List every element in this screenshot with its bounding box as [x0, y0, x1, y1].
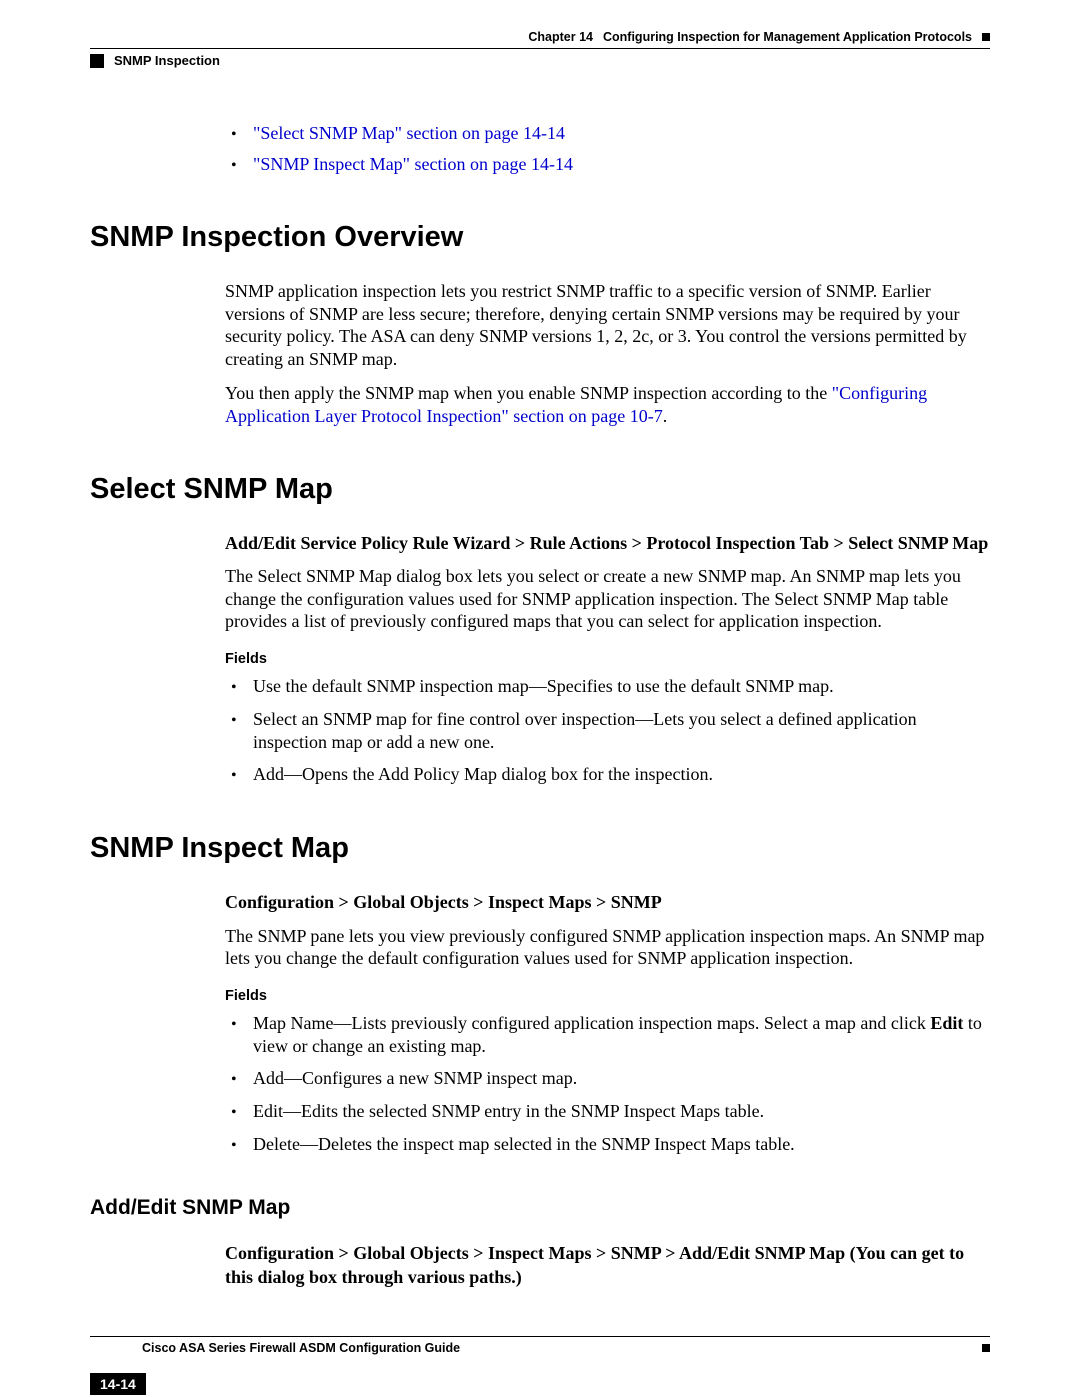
section-marker-icon: [90, 54, 104, 68]
inspect-map-fields-list: Map Name—Lists previously configured app…: [225, 1012, 990, 1157]
overview-p2-post: .: [663, 406, 668, 426]
chapter-title: Configuring Inspection for Management Ap…: [603, 30, 972, 44]
field-item: Map Name—Lists previously configured app…: [253, 1012, 990, 1058]
toc-item: "Select SNMP Map" section on page 14-14: [253, 123, 990, 144]
field-item: Use the default SNMP inspection map—Spec…: [253, 675, 990, 698]
path-select-snmp-map: Add/Edit Service Policy Rule Wizard > Ru…: [225, 532, 990, 555]
footer-rule: [90, 1336, 990, 1337]
path-snmp-inspect-map: Configuration > Global Objects > Inspect…: [225, 891, 990, 914]
field-text: Add—Configures a new SNMP inspect map.: [253, 1068, 577, 1088]
field-bold: Edit: [930, 1013, 963, 1033]
fields-label: Fields: [225, 988, 990, 1004]
field-text: Edit—Edits the selected SNMP entry in th…: [253, 1101, 764, 1121]
field-text: Delete—Deletes the inspect map selected …: [253, 1134, 795, 1154]
field-item: Edit—Edits the selected SNMP entry in th…: [253, 1100, 990, 1123]
overview-paragraph-1: SNMP application inspection lets you res…: [225, 280, 990, 370]
field-text: Map Name—Lists previously configured app…: [253, 1013, 930, 1033]
running-header: Chapter 14 Configuring Inspection for Ma…: [90, 30, 990, 44]
running-section: SNMP Inspection: [90, 53, 990, 68]
footer-guide-title: Cisco ASA Series Firewall ASDM Configura…: [142, 1341, 460, 1355]
toc-link-snmp-inspect-map[interactable]: "SNMP Inspect Map" section on page 14-14: [253, 154, 573, 174]
heading-select-snmp-map: Select SNMP Map: [90, 473, 990, 506]
section-running-title: SNMP Inspection: [114, 53, 220, 68]
toc-link-select-snmp-map[interactable]: "Select SNMP Map" section on page 14-14: [253, 123, 565, 143]
heading-overview: SNMP Inspection Overview: [90, 221, 990, 254]
toc-item: "SNMP Inspect Map" section on page 14-14: [253, 154, 990, 175]
heading-add-edit-snmp-map: Add/Edit SNMP Map: [90, 1196, 990, 1220]
heading-snmp-inspect-map: SNMP Inspect Map: [90, 832, 990, 865]
field-item: Delete—Deletes the inspect map selected …: [253, 1133, 990, 1156]
header-rule: [90, 48, 990, 49]
path-add-edit-snmp-map: Configuration > Global Objects > Inspect…: [225, 1242, 990, 1289]
select-map-paragraph: The Select SNMP Map dialog box lets you …: [225, 565, 990, 633]
footer-marker-icon: [982, 1344, 990, 1352]
toc-block: "Select SNMP Map" section on page 14-14 …: [225, 123, 990, 175]
chapter-number: Chapter 14: [528, 30, 593, 44]
overview-paragraph-2: You then apply the SNMP map when you ena…: [225, 382, 990, 427]
page-footer: Cisco ASA Series Firewall ASDM Configura…: [90, 1336, 990, 1355]
field-item: Add—Configures a new SNMP inspect map.: [253, 1067, 990, 1090]
overview-p2-pre: You then apply the SNMP map when you ena…: [225, 383, 832, 403]
field-item: Select an SNMP map for fine control over…: [253, 708, 990, 754]
header-marker-icon: [982, 33, 990, 41]
fields-label: Fields: [225, 651, 990, 667]
page-number-badge: 14-14: [90, 1373, 146, 1395]
field-item: Add—Opens the Add Policy Map dialog box …: [253, 763, 990, 786]
select-map-fields-list: Use the default SNMP inspection map—Spec…: [225, 675, 990, 787]
inspect-map-paragraph: The SNMP pane lets you view previously c…: [225, 925, 990, 970]
